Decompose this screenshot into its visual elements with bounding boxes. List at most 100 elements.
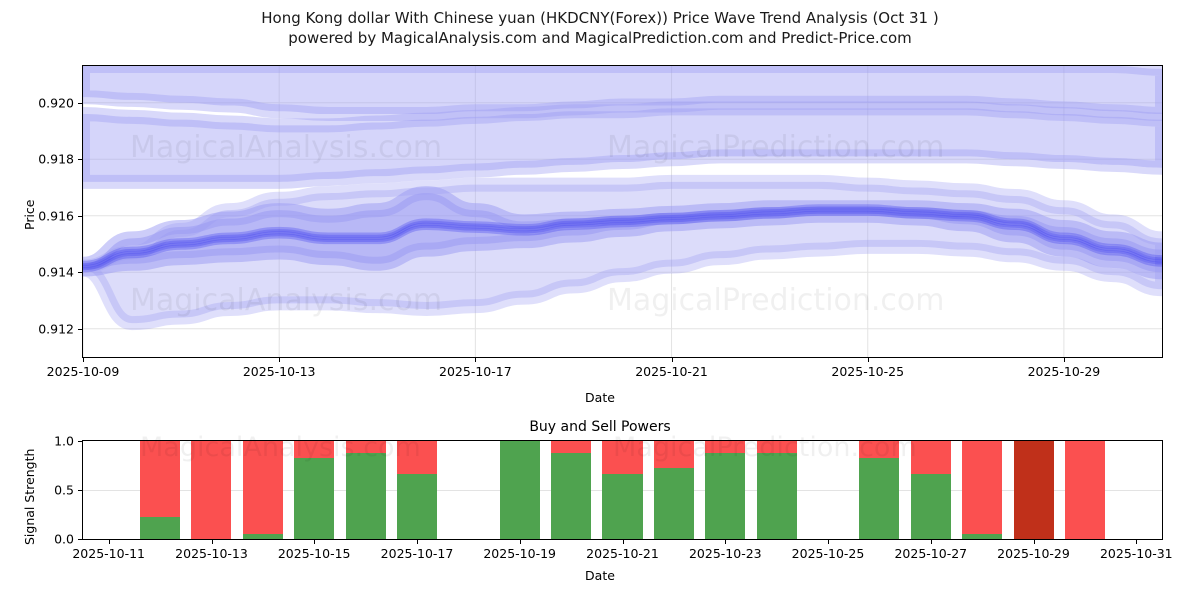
sell-power-segment[interactable]	[191, 441, 232, 539]
bars-x-tickmark	[725, 540, 727, 544]
main-x-tickmark	[1063, 358, 1065, 362]
bars-x-tickmark	[622, 540, 624, 544]
bars-x-tick: 2025-10-27	[894, 546, 968, 561]
sell-power-segment[interactable]	[705, 441, 746, 453]
bars-x-tick: 2025-10-11	[72, 546, 146, 561]
bar-column[interactable]	[1013, 441, 1054, 539]
bar-column[interactable]	[499, 441, 540, 539]
main-y-tick: 0.914	[38, 264, 74, 280]
main-y-tickmark	[78, 328, 82, 330]
buy-power-segment[interactable]	[294, 457, 335, 539]
bar-column[interactable]	[705, 441, 746, 539]
sell-power-segment[interactable]	[140, 441, 181, 518]
buy-power-segment[interactable]	[859, 457, 900, 539]
sell-power-segment[interactable]	[859, 441, 900, 458]
buy-power-segment[interactable]	[242, 534, 283, 539]
buy-power-segment[interactable]	[653, 468, 694, 539]
sell-power-segment[interactable]	[962, 441, 1003, 535]
bar-column[interactable]	[294, 441, 335, 539]
main-y-tickmark	[78, 102, 82, 104]
bars-x-tick: 2025-10-13	[175, 546, 248, 561]
main-y-tick: 0.920	[38, 95, 74, 111]
buy-power-segment[interactable]	[962, 534, 1003, 539]
main-x-tickmark	[867, 358, 869, 362]
bar-column[interactable]	[859, 441, 900, 539]
wave-band	[83, 101, 1162, 189]
bars-layer	[83, 441, 1162, 539]
bars-y-tickmark	[78, 490, 82, 491]
bars-x-tickmark	[1136, 540, 1138, 544]
bars-y-tick: 0.5	[54, 482, 74, 498]
bars-x-tickmark	[108, 540, 110, 544]
main-y-tick: 0.912	[38, 321, 74, 337]
price-wave-chart-axes	[82, 65, 1163, 358]
bar-column[interactable]	[602, 441, 643, 539]
bars-y-tickmark	[78, 441, 82, 442]
main-x-tickmark	[83, 358, 84, 362]
sell-power-segment[interactable]	[294, 441, 335, 458]
page-subtitle: powered by MagicalAnalysis.com and Magic…	[288, 29, 912, 47]
buy-power-segment[interactable]	[140, 517, 181, 539]
wave-median-line	[83, 204, 1162, 266]
bar-column[interactable]	[910, 441, 951, 539]
buy-power-segment[interactable]	[499, 441, 540, 539]
bars-x-tick: 2025-10-21	[586, 546, 659, 561]
bar-column[interactable]	[396, 441, 438, 539]
main-x-tick: 2025-10-29	[1027, 364, 1101, 379]
buy-power-segment[interactable]	[705, 452, 746, 539]
bar-column[interactable]	[242, 441, 283, 539]
bars-x-tick: 2025-10-25	[791, 546, 865, 561]
buy-power-segment[interactable]	[396, 474, 438, 539]
main-x-tick: 2025-10-21	[635, 364, 708, 379]
buy-power-segment[interactable]	[910, 474, 951, 539]
page-title: Hong Kong dollar With Chinese yuan (HKDC…	[261, 9, 939, 27]
main-y-tickmark	[78, 272, 82, 274]
sell-power-segment[interactable]	[396, 441, 438, 475]
wave-band	[83, 186, 1162, 280]
bar-column[interactable]	[962, 441, 1003, 539]
bar-column[interactable]	[345, 441, 386, 539]
buy-power-segment[interactable]	[756, 452, 797, 539]
sell-power-segment[interactable]	[1064, 441, 1105, 539]
buy-power-segment[interactable]	[345, 452, 386, 539]
sell-power-segment[interactable]	[756, 441, 797, 453]
bar-column[interactable]	[191, 441, 232, 539]
bar-column[interactable]	[1064, 441, 1105, 539]
sell-power-segment[interactable]	[345, 441, 386, 453]
sell-power-segment[interactable]	[602, 441, 643, 475]
buy-power-segment[interactable]	[602, 474, 643, 539]
main-x-tick: 2025-10-13	[242, 364, 316, 379]
main-y-tickmark	[78, 215, 82, 217]
sell-power-segment[interactable]	[242, 441, 283, 535]
chart-title-block: Hong Kong dollar With Chinese yuan (HKDC…	[0, 8, 1200, 48]
wave-median-line	[83, 210, 1162, 273]
price-wave-svg	[83, 66, 1162, 357]
buy-power-segment[interactable]	[551, 452, 592, 539]
main-x-tickmark	[475, 358, 477, 362]
bars-x-tickmark	[930, 540, 932, 544]
sell-power-segment[interactable]	[551, 441, 592, 453]
bars-x-tick: 2025-10-23	[688, 546, 762, 561]
main-y-tickmark	[78, 159, 82, 161]
main-x-tickmark	[671, 358, 673, 362]
buy-sell-title: Buy and Sell Powers	[529, 419, 671, 435]
bar-column[interactable]	[140, 441, 181, 539]
wave-median-line	[83, 208, 1162, 271]
bars-x-tick: 2025-10-29	[997, 546, 1070, 561]
bars-x-tickmark	[314, 540, 316, 544]
main-x-tickmark	[279, 358, 281, 362]
sell-power-segment[interactable]	[910, 441, 951, 475]
bars-y-tickmark	[78, 539, 82, 540]
bars-x-tickmark	[519, 540, 521, 544]
bar-column[interactable]	[756, 441, 797, 539]
wave-band	[83, 66, 1162, 122]
main-x-axis-label: Date	[585, 390, 615, 405]
bar-column[interactable]	[653, 441, 694, 539]
bars-x-tickmark	[1033, 540, 1035, 544]
sell-power-segment[interactable]	[653, 441, 694, 469]
bars-x-tick: 2025-10-15	[277, 546, 351, 561]
sell-power-segment[interactable]	[1013, 441, 1054, 539]
bar-column[interactable]	[551, 441, 592, 539]
bars-y-tick: 1.0	[54, 433, 74, 449]
